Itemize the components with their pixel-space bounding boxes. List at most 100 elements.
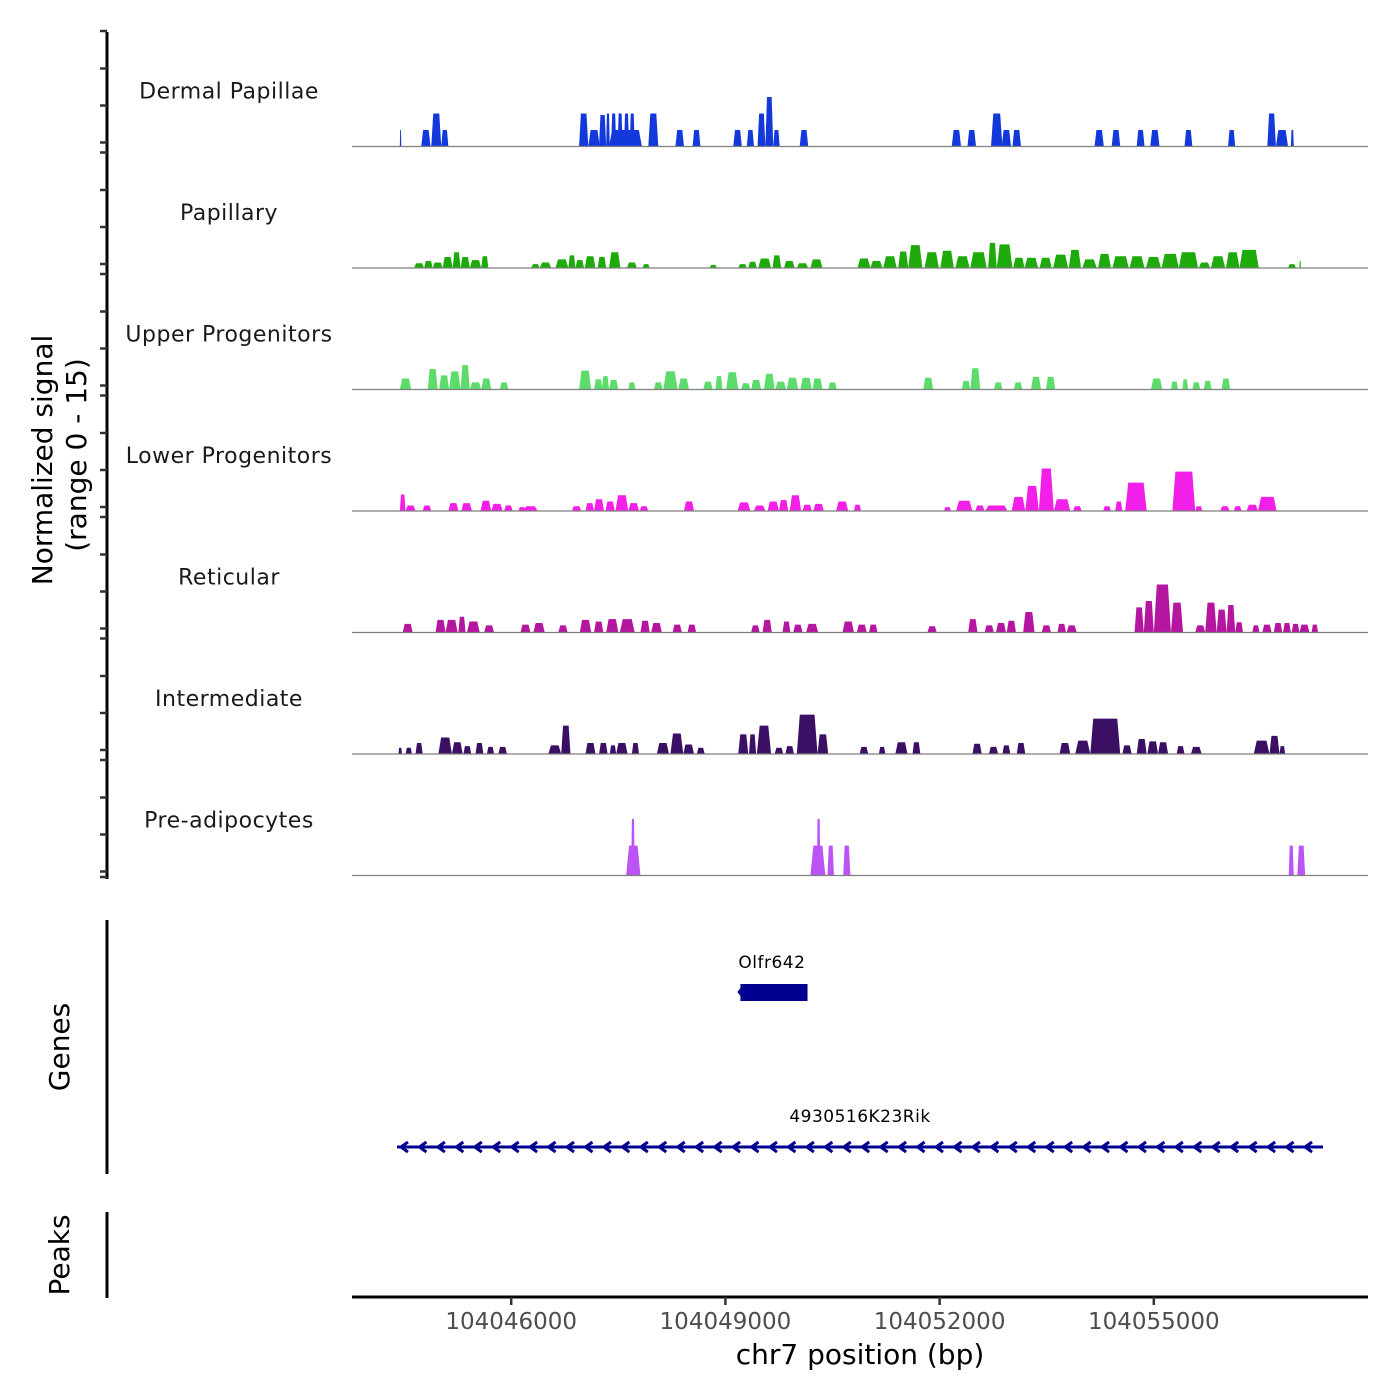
gene-exon bbox=[740, 984, 808, 1001]
signal-peak bbox=[1283, 623, 1291, 633]
signal-peak bbox=[672, 624, 682, 633]
strand-arrow-icon bbox=[1007, 1140, 1018, 1154]
strand-arrow-icon bbox=[582, 1140, 594, 1154]
signal-peak bbox=[836, 501, 849, 511]
signal-peak bbox=[1228, 129, 1236, 147]
strand-arrow-icon bbox=[1210, 1140, 1221, 1154]
signal-peak bbox=[431, 113, 442, 147]
signal-peak bbox=[599, 115, 607, 147]
signal-peak bbox=[504, 505, 513, 511]
signal-peak bbox=[619, 619, 635, 633]
signal-peak bbox=[775, 381, 787, 390]
signal-peak bbox=[782, 621, 791, 633]
signal-peak bbox=[518, 507, 526, 511]
signal-peak bbox=[1016, 742, 1026, 754]
signal-peak bbox=[1013, 382, 1023, 390]
strand-arrow-icon bbox=[915, 1140, 926, 1154]
signal-peak bbox=[1145, 256, 1161, 268]
strand-arrow-icon bbox=[822, 1140, 834, 1154]
signal-peak bbox=[448, 503, 459, 511]
signal-peak bbox=[442, 256, 453, 268]
signal-peak bbox=[575, 260, 585, 268]
signal-peak bbox=[765, 96, 774, 147]
strand-arrow-icon bbox=[398, 1140, 409, 1154]
signal-peak bbox=[616, 742, 628, 754]
signal-peak bbox=[1082, 259, 1097, 268]
signal-peak bbox=[1190, 746, 1202, 754]
signal-peak bbox=[696, 747, 705, 754]
signal-peak bbox=[421, 129, 431, 147]
track-lower-progenitors: Lower Progenitors bbox=[126, 444, 1368, 512]
signal-peak bbox=[561, 725, 571, 754]
signal-peak bbox=[520, 624, 531, 633]
signal-peak bbox=[988, 746, 999, 754]
signal-peak bbox=[1290, 129, 1294, 147]
signal-peak bbox=[461, 503, 472, 511]
signal-peak bbox=[810, 259, 823, 268]
signal-peak bbox=[940, 250, 954, 268]
signal-peak bbox=[555, 259, 569, 268]
signal-peak bbox=[802, 504, 812, 511]
signal-peak bbox=[956, 500, 973, 511]
signal-peak bbox=[870, 260, 883, 268]
signal-peak bbox=[1161, 253, 1179, 268]
signal-peak bbox=[415, 742, 423, 754]
signal-peak bbox=[571, 506, 582, 511]
signal-peak bbox=[762, 619, 772, 633]
signal-peak bbox=[988, 242, 997, 268]
signal-peak bbox=[548, 745, 562, 754]
signal-peak bbox=[789, 495, 802, 511]
signal-peak bbox=[414, 263, 425, 268]
signal-peak bbox=[486, 746, 495, 754]
signal-peak bbox=[1158, 742, 1169, 754]
signal-peak bbox=[579, 619, 592, 633]
strand-arrow-icon bbox=[638, 1140, 649, 1154]
strand-arrow-icon bbox=[896, 1140, 908, 1154]
signal-peak bbox=[584, 256, 596, 268]
signal-peak bbox=[1098, 253, 1111, 268]
x-axis-ticks: 104046000 104049000 104052000 104055000 bbox=[445, 1297, 1220, 1335]
signal-peak bbox=[452, 252, 461, 268]
signal-peak bbox=[1012, 129, 1022, 147]
gene-olfr642: Olfr642 bbox=[737, 953, 808, 1001]
strand-arrow-icon bbox=[564, 1140, 575, 1154]
signal-peak bbox=[1038, 468, 1054, 511]
signal-peak bbox=[1057, 623, 1066, 633]
signal-peak bbox=[1275, 129, 1289, 147]
signal-peak bbox=[626, 262, 637, 268]
signal-peak bbox=[481, 378, 492, 390]
x-tick-label: 104052000 bbox=[874, 1309, 1006, 1335]
track-label: Upper Progenitors bbox=[125, 323, 332, 348]
signal-peak bbox=[609, 129, 642, 147]
signal-peak bbox=[484, 625, 495, 633]
strand-arrow-icon bbox=[1044, 1140, 1055, 1154]
signal-peak bbox=[748, 734, 757, 754]
signal-peak bbox=[843, 845, 851, 876]
strand-arrow-icon bbox=[712, 1140, 723, 1154]
signal-peak bbox=[639, 506, 649, 511]
signal-peak bbox=[1103, 506, 1111, 511]
signal-peak bbox=[895, 742, 908, 754]
strand-arrow-icon bbox=[1302, 1140, 1313, 1154]
signal-peak bbox=[609, 745, 617, 754]
signal-peak bbox=[1195, 506, 1203, 511]
signal-peak bbox=[628, 382, 636, 390]
signal-peak bbox=[1198, 262, 1211, 268]
strand-arrow-icon bbox=[1247, 1140, 1258, 1154]
signal-peak bbox=[751, 625, 760, 633]
signal-peak bbox=[615, 495, 629, 511]
strand-arrow-icon bbox=[490, 1140, 502, 1154]
signal-peak bbox=[628, 503, 640, 511]
signal-peak bbox=[1136, 129, 1145, 147]
signal-peak bbox=[1182, 379, 1189, 390]
signal-peak bbox=[1112, 256, 1129, 268]
signal-peak bbox=[1178, 252, 1199, 268]
signal-peak bbox=[609, 252, 621, 268]
signal-peak bbox=[684, 501, 694, 511]
track-pre-adipocytes: Pre-adipocytes bbox=[144, 809, 1368, 877]
signal-peak bbox=[1125, 482, 1147, 511]
x-tick-label: 104046000 bbox=[445, 1309, 577, 1335]
strand-arrow-icon bbox=[933, 1140, 944, 1154]
signal-peak bbox=[1068, 249, 1081, 268]
signal-peak bbox=[424, 260, 433, 268]
